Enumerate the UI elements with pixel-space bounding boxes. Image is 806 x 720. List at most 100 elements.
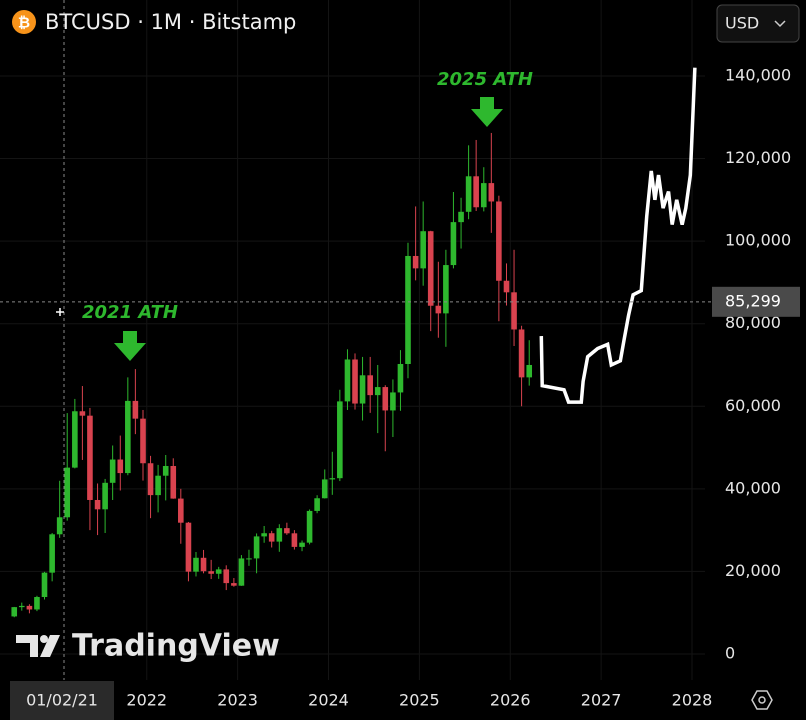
y-tick-label: 0 bbox=[725, 643, 735, 662]
candle-body bbox=[162, 466, 169, 476]
currency-label[interactable]: USD bbox=[725, 14, 759, 33]
candle-body bbox=[102, 482, 108, 510]
candle-body bbox=[11, 607, 18, 617]
candle-body bbox=[231, 583, 237, 586]
x-tick-label: 2022 bbox=[126, 691, 167, 710]
settings-icon-center[interactable] bbox=[758, 696, 766, 704]
marks bbox=[11, 67, 697, 618]
candle-body bbox=[253, 536, 260, 559]
x-tick-label: 2024 bbox=[308, 691, 349, 710]
chart-title: BTCUSD · 1M · Bitstamp bbox=[45, 10, 296, 34]
candle-body bbox=[125, 400, 131, 474]
logo bbox=[16, 635, 60, 657]
y-tick-label: 120,000 bbox=[725, 148, 791, 167]
candle-body bbox=[223, 569, 230, 584]
candle-body bbox=[314, 498, 320, 511]
candle-body bbox=[382, 387, 389, 411]
candle-body bbox=[200, 557, 207, 572]
price-label: 85,299 bbox=[725, 291, 781, 310]
candle-body bbox=[488, 183, 495, 202]
y-tick-label: 140,000 bbox=[725, 65, 791, 84]
candle-body bbox=[473, 176, 479, 208]
candle-body bbox=[49, 534, 55, 573]
candle-body bbox=[420, 231, 426, 269]
btc-symbol: ₿ bbox=[18, 14, 30, 32]
y-tick-label: 80,000 bbox=[725, 313, 781, 332]
candle-body bbox=[170, 466, 177, 499]
candle-body bbox=[526, 364, 533, 378]
candle-body bbox=[306, 510, 313, 543]
x-tick-label: 2028 bbox=[672, 691, 713, 710]
y-tick-label: 100,000 bbox=[725, 231, 791, 250]
candle-body bbox=[18, 605, 25, 608]
candle-body bbox=[518, 329, 525, 378]
candle-body bbox=[367, 375, 373, 396]
candle-body bbox=[503, 280, 510, 293]
candle-body bbox=[109, 459, 116, 483]
candle-body bbox=[238, 558, 245, 586]
candle-body bbox=[147, 463, 154, 496]
candle-body bbox=[284, 528, 290, 534]
candle-body bbox=[443, 265, 449, 314]
candle-body bbox=[337, 401, 343, 479]
candle-body bbox=[405, 255, 411, 364]
candle-body bbox=[41, 572, 48, 598]
candle-body bbox=[26, 605, 33, 610]
candle-body bbox=[276, 528, 283, 542]
candle-body bbox=[178, 498, 184, 523]
candle-body bbox=[72, 411, 78, 468]
candle-body bbox=[132, 400, 139, 419]
candle-body bbox=[94, 499, 101, 510]
annotation-arrow bbox=[114, 331, 146, 361]
watermark-text: TradingView bbox=[72, 629, 280, 664]
y-tick-label: 40,000 bbox=[725, 478, 781, 497]
x-tick-label: 2025 bbox=[399, 691, 440, 710]
candle-body bbox=[450, 222, 457, 266]
candle-body bbox=[64, 467, 71, 518]
candle-body bbox=[321, 479, 328, 499]
x-tick-label: 2026 bbox=[490, 691, 531, 710]
candle-body bbox=[34, 597, 40, 610]
x-tick-label: 2023 bbox=[217, 691, 258, 710]
btc-icon bbox=[12, 10, 36, 34]
candle-body bbox=[344, 359, 351, 402]
annotation-arrow bbox=[471, 97, 503, 127]
candle-body bbox=[140, 418, 146, 464]
candle-body bbox=[427, 231, 434, 306]
candle-body bbox=[299, 542, 305, 547]
candle-body bbox=[412, 255, 419, 269]
candle-body bbox=[465, 176, 472, 212]
y-tick-label: 20,000 bbox=[725, 561, 781, 580]
candle-body bbox=[291, 533, 298, 547]
crosshair-date-box bbox=[10, 681, 114, 720]
price-label-box bbox=[712, 286, 800, 317]
candle-body bbox=[458, 211, 464, 223]
chevron[interactable] bbox=[774, 20, 786, 28]
candle-body bbox=[352, 359, 358, 404]
candle-body bbox=[261, 533, 267, 537]
candle-body bbox=[390, 392, 396, 411]
projection-line bbox=[539, 67, 697, 404]
crosshair-date: 01/02/21 bbox=[26, 691, 98, 710]
candle-body bbox=[79, 411, 86, 416]
grid bbox=[0, 0, 705, 680]
annotation: 2025 ATH bbox=[437, 69, 533, 90]
x-tick-label: 2027 bbox=[581, 691, 622, 710]
candle-body bbox=[246, 558, 252, 560]
candle-body bbox=[87, 415, 93, 500]
annotation: 2021 ATH bbox=[82, 302, 178, 323]
candle-body bbox=[329, 478, 336, 480]
candle-body bbox=[511, 292, 517, 330]
candle-body bbox=[374, 387, 381, 396]
logo-dot bbox=[40, 635, 48, 643]
candle-body bbox=[397, 363, 404, 393]
currency-button[interactable] bbox=[716, 4, 800, 43]
settings-icon[interactable] bbox=[751, 690, 773, 710]
candle-body bbox=[56, 517, 63, 535]
candle-body bbox=[193, 557, 199, 572]
cursor bbox=[56, 308, 64, 316]
candle-body bbox=[208, 571, 214, 574]
candle-body bbox=[359, 375, 366, 404]
candle-body bbox=[117, 459, 124, 474]
